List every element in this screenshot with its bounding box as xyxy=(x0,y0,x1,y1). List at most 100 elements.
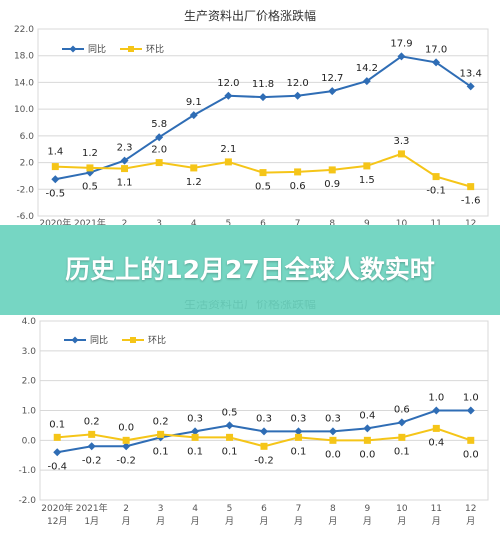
data-label: 0.1 xyxy=(222,446,238,457)
x-tick-label: 月 xyxy=(122,516,131,527)
series-1-point xyxy=(362,77,371,86)
x-tick-label: 月 xyxy=(397,516,406,527)
y-tick-label: 6.0 xyxy=(20,132,35,142)
series-2-point xyxy=(294,433,302,441)
series-1-point xyxy=(51,175,60,184)
x-tick-label: 月 xyxy=(363,516,372,527)
legend-label: 同比 xyxy=(88,43,106,55)
data-label: 12.7 xyxy=(321,73,343,84)
series-2-point xyxy=(294,168,302,176)
banner-title: 历史上的12月27日全球人数实时 xyxy=(65,255,435,284)
legend-marker xyxy=(69,45,77,53)
data-label: 2.1 xyxy=(220,144,236,155)
data-label: 0.0 xyxy=(359,449,375,460)
x-tick-label: 5 xyxy=(226,219,232,225)
y-tick-label: 3.0 xyxy=(22,347,37,357)
y-tick-label: 2.0 xyxy=(20,159,35,169)
data-label: 0.0 xyxy=(463,449,479,460)
x-tick-label: 4 xyxy=(191,219,197,225)
series-2-point xyxy=(398,433,406,441)
x-tick-label: 月 xyxy=(466,516,475,527)
series-1-point xyxy=(120,156,129,165)
x-tick-label: 11 xyxy=(430,219,441,225)
x-tick-label: 1月 xyxy=(84,516,99,527)
data-label: 0.3 xyxy=(187,413,203,424)
data-label: 0.0 xyxy=(325,449,341,460)
x-tick-label: 5 xyxy=(227,504,233,514)
data-label: 0.1 xyxy=(187,446,203,457)
x-tick-label: 月 xyxy=(259,516,268,527)
data-label: 1.5 xyxy=(359,175,375,186)
series-2-point xyxy=(190,164,198,172)
consumer-goods-price-chart-svg: 生活资料出厂价格涨跌幅-2.0-1.00.01.02.03.04.02020年1… xyxy=(18,300,489,527)
series-1-point xyxy=(397,418,406,427)
data-label: 13.4 xyxy=(460,68,482,79)
series-1-point xyxy=(260,427,268,436)
x-tick-label: 2020年 xyxy=(39,217,71,225)
data-label: -0.2 xyxy=(82,455,102,466)
series-1-point xyxy=(432,406,441,415)
series-1-point xyxy=(53,448,62,457)
legend-marker xyxy=(128,46,134,52)
series-1-point xyxy=(225,421,234,430)
series-2-point xyxy=(86,164,94,172)
series-1-point xyxy=(224,91,233,100)
y-tick-label: -2.0 xyxy=(18,496,36,506)
x-tick-label: 月 xyxy=(225,516,234,527)
series-1-point xyxy=(397,52,406,61)
data-label: 0.4 xyxy=(359,410,375,421)
data-label: 0.5 xyxy=(255,182,271,193)
data-label: 0.1 xyxy=(291,446,307,457)
series-1-point xyxy=(328,427,337,436)
data-label: 0.4 xyxy=(428,437,444,448)
data-label: 0.2 xyxy=(84,416,100,427)
data-label: 1.4 xyxy=(47,147,63,158)
series-2-point xyxy=(363,162,371,170)
data-label: -0.2 xyxy=(254,455,274,466)
x-tick-label: 12月 xyxy=(47,516,67,527)
x-tick-label: 2 xyxy=(122,219,128,225)
series-1-point xyxy=(155,133,164,142)
legend-label: 同比 xyxy=(90,334,108,346)
series-2-point xyxy=(53,433,61,441)
series-1-point xyxy=(259,93,267,102)
x-tick-label: 7 xyxy=(296,504,302,514)
data-label: 11.8 xyxy=(252,79,274,90)
y-tick-label: 1.0 xyxy=(22,407,37,417)
data-label: 2.3 xyxy=(117,143,133,154)
x-tick-label: 3 xyxy=(158,504,164,514)
legend-marker xyxy=(130,337,136,343)
y-tick-label: -1.0 xyxy=(18,466,36,476)
x-tick-label: 11 xyxy=(431,504,442,514)
series-1-point xyxy=(189,111,198,120)
y-tick-label: 18.0 xyxy=(14,52,34,62)
data-label: 1.0 xyxy=(428,393,444,404)
data-label: 12.0 xyxy=(217,78,239,89)
x-tick-label: 9 xyxy=(365,504,371,514)
x-tick-label: 月 xyxy=(432,516,441,527)
data-label: 17.0 xyxy=(425,44,447,55)
data-label: 0.2 xyxy=(153,416,169,427)
data-label: 1.2 xyxy=(186,177,202,188)
producer-price-chart-svg: 生产资料出厂价格涨跌幅-6.0-2.02.06.010.014.018.022.… xyxy=(14,8,489,225)
data-label: 0.6 xyxy=(290,181,306,192)
legend-label: 环比 xyxy=(148,334,166,346)
data-label: 14.2 xyxy=(356,63,378,74)
data-label: 0.0 xyxy=(118,422,134,433)
data-label: 9.1 xyxy=(186,97,202,108)
data-label: 3.3 xyxy=(394,136,410,147)
data-label: 0.5 xyxy=(222,407,238,418)
series-2-point xyxy=(155,159,163,167)
data-label: 5.8 xyxy=(151,119,167,130)
series-1-point xyxy=(466,82,475,91)
x-tick-label: 月 xyxy=(294,516,303,527)
data-label: -0.4 xyxy=(47,461,67,472)
series-2-point xyxy=(259,169,267,177)
y-tick-label: 0.0 xyxy=(22,436,37,446)
data-label: 0.6 xyxy=(394,404,410,415)
series-line-1 xyxy=(55,55,472,181)
data-label: 0.5 xyxy=(82,182,98,193)
x-tick-label: 6 xyxy=(260,219,266,225)
data-label: 2.0 xyxy=(151,145,167,156)
y-tick-label: 14.0 xyxy=(14,78,34,88)
